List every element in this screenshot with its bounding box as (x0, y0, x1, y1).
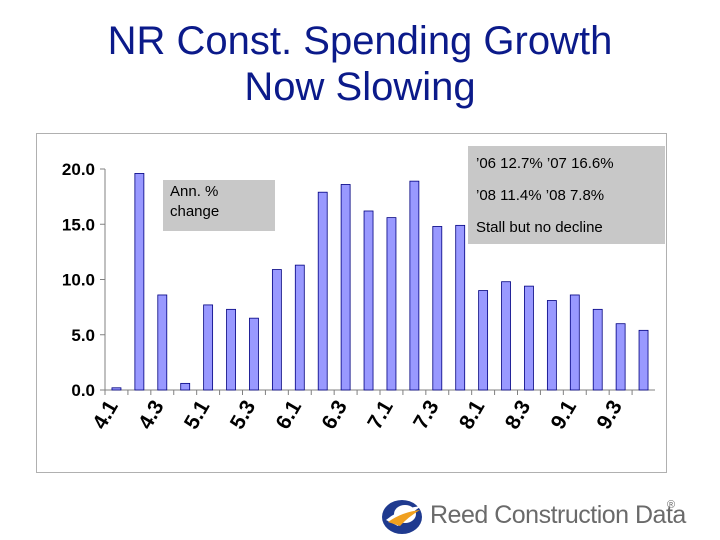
x-tick-label: 8.3 (501, 396, 536, 433)
bar-8.2 (501, 281, 511, 391)
bar-7.4 (455, 224, 466, 391)
annotation-box: ’06 12.7% ’07 16.6% ’08 11.4% ’08 7.8% S… (468, 146, 665, 244)
bar-5.3 (249, 317, 259, 391)
x-tick-label: 6.1 (272, 396, 307, 433)
registered-mark: ® (667, 499, 676, 511)
x-tick-label: 8.1 (455, 396, 490, 433)
x-tick-label: 7.1 (363, 396, 398, 433)
bar-8.3 (524, 285, 534, 391)
bar-6.1 (294, 264, 305, 391)
x-tick-label: 4.3 (134, 396, 169, 433)
bar-4.2 (134, 173, 145, 391)
bar-8.4 (546, 300, 557, 391)
y-axis-label: Ann. % change (170, 183, 220, 220)
x-tick-label: 4.1 (88, 396, 123, 433)
bar-6.3 (340, 184, 351, 391)
chart-bars (111, 173, 649, 391)
bar-4.1 (111, 387, 122, 391)
bar-7.1 (386, 217, 397, 391)
bar-4.3 (157, 294, 168, 391)
bar-6.4 (363, 210, 374, 391)
bar-8.1 (478, 290, 489, 391)
x-tick-label: 6.3 (317, 396, 352, 433)
x-tick-label: 7.3 (409, 396, 444, 433)
y-axis-ticks: 0.0 5.0 10.0 15.0 20.0 (62, 160, 105, 400)
title-line-1: NR Const. Spending Growth (107, 19, 613, 63)
bar-9.3 (615, 323, 626, 391)
y-tick-label: 0.0 (71, 381, 95, 400)
annotation-line-3: Stall but no decline (476, 219, 603, 236)
bar-9.4 (638, 329, 649, 391)
y-tick-label: 10.0 (62, 271, 95, 290)
bar-5.1 (203, 304, 214, 391)
bar-7.3 (432, 226, 443, 391)
y-axis-label-box: Ann. % change (163, 180, 275, 231)
x-axis-ticks: 4.1 4.3 5.1 5.3 6.1 6.3 7.1 7.3 8.1 8.3 9.1 9.3 (88, 390, 633, 433)
bar-5.4 (271, 269, 282, 391)
annotation-line-2: ’08 11.4% ’08 7.8% (476, 187, 605, 204)
bar-6.2 (317, 191, 328, 391)
x-tick-label: 9.3 (592, 396, 627, 433)
x-tick-label: 5.1 (180, 396, 215, 433)
title-line-2: Now Slowing (244, 65, 476, 109)
logo-swirl-icon (382, 500, 422, 534)
y-tick-label: 5.0 (71, 326, 95, 345)
slide-title: NR Const. Spending Growth Now Slowing (0, 18, 720, 110)
bar-5.2 (226, 308, 236, 391)
y-tick-label: 20.0 (62, 160, 95, 179)
logo-text: Reed Construction Data (430, 501, 686, 529)
bar-9.1 (569, 294, 580, 391)
bar-9.2 (592, 308, 603, 391)
bar-4.4 (180, 382, 191, 391)
x-tick-label: 9.1 (547, 396, 582, 433)
y-tick-label: 15.0 (62, 215, 95, 234)
annotation-line-1: ’06 12.7% ’07 16.6% (476, 155, 614, 172)
x-tick-label: 5.3 (226, 396, 261, 433)
reed-construction-data-logo: Reed Construction Data ® (378, 490, 688, 540)
bar-7.2 (409, 180, 420, 391)
